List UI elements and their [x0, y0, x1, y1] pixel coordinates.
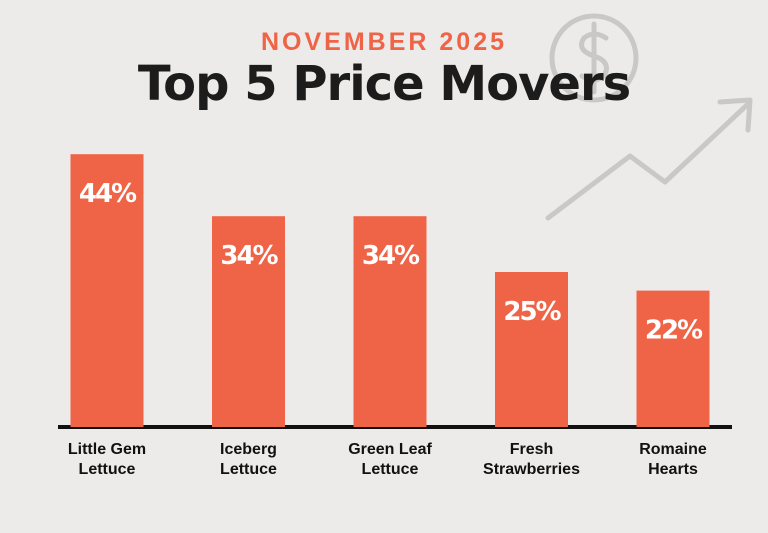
bar: [353, 216, 427, 427]
value-label: 34%: [220, 241, 278, 271]
value-label: 22%: [645, 316, 703, 346]
value-label: 25%: [503, 297, 561, 327]
value-label: 34%: [362, 241, 420, 271]
chart-title: Top 5 Price Movers: [137, 56, 631, 112]
bar: [212, 216, 285, 427]
bar: [70, 154, 144, 427]
bar: [495, 272, 568, 427]
value-label: 44%: [79, 179, 137, 209]
x-tick-label: Fresh Strawberries: [483, 441, 580, 478]
chart-subtitle: NOVEMBER 2025: [260, 28, 508, 56]
bar: [636, 290, 710, 427]
x-tick-label: Little Gem Lettuce: [67, 441, 147, 478]
x-tick-label: Iceberg Lettuce: [220, 441, 277, 478]
x-tick-label: Green Leaf Lettuce: [348, 441, 432, 478]
x-tick-label: Romaine Hearts: [639, 441, 707, 478]
decoration: [545, 13, 753, 221]
